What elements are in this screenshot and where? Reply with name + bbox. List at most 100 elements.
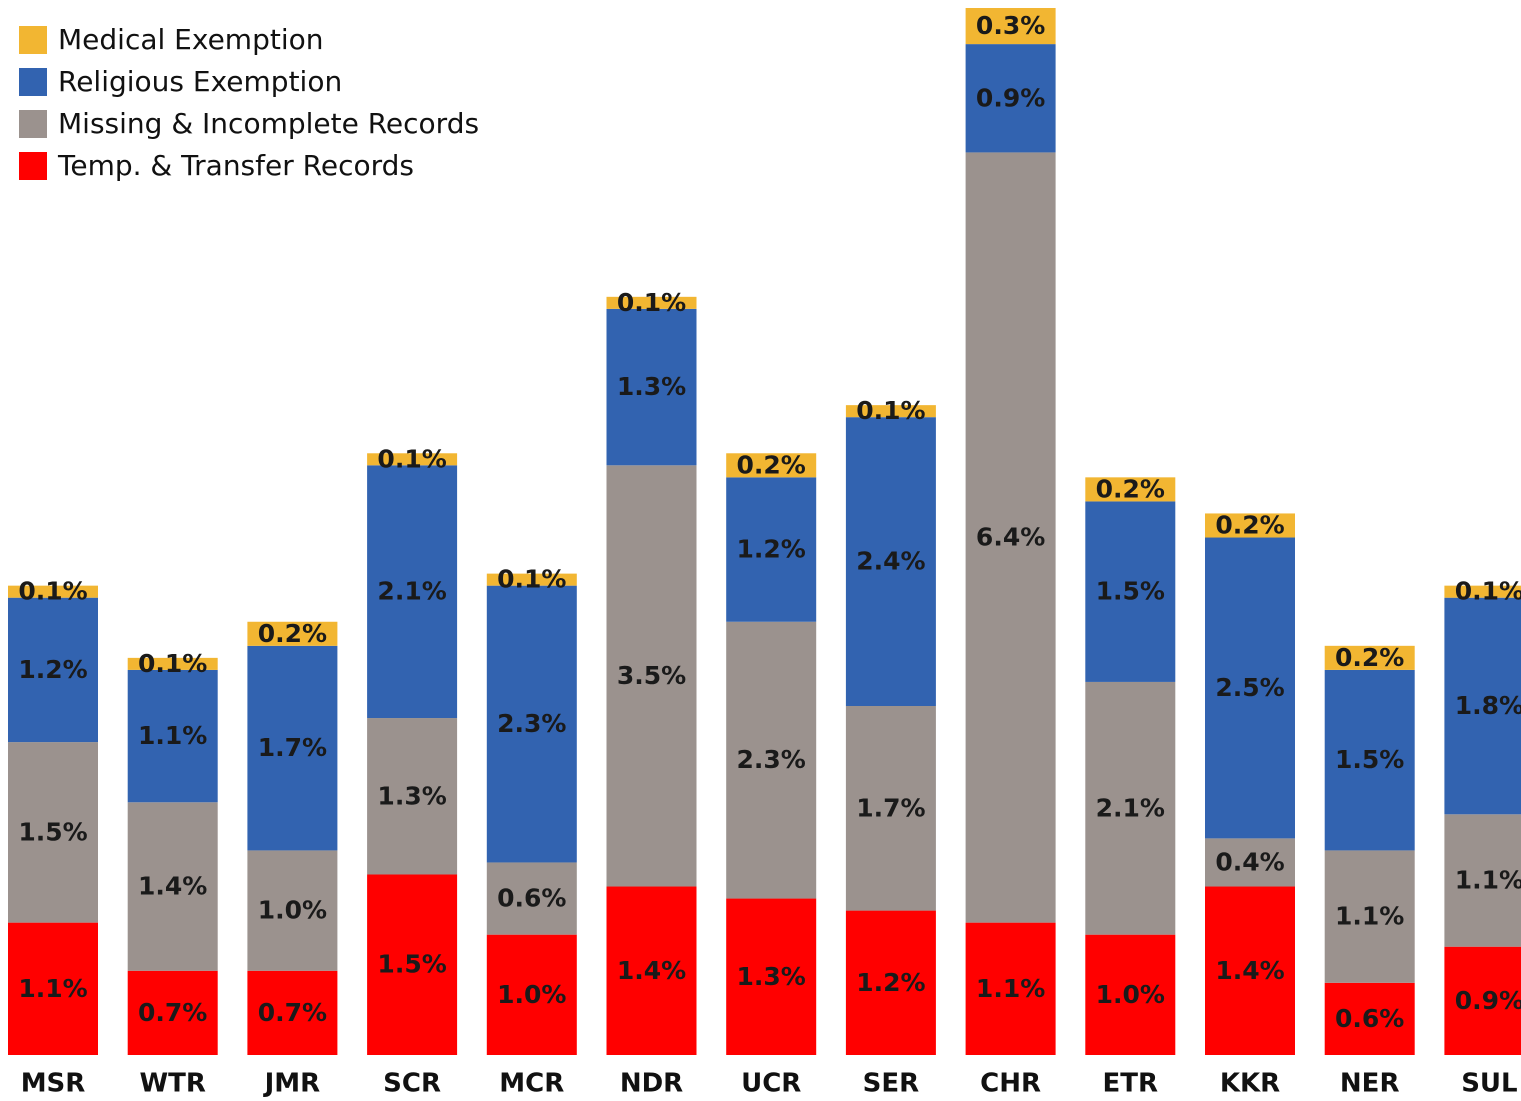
data-label: 1.4%: [617, 956, 686, 985]
data-label: 1.4%: [138, 872, 207, 901]
bar-segment: [1324, 982, 1415, 1055]
bar-segment: [486, 585, 577, 863]
data-label: 3.5%: [617, 661, 686, 690]
legend-swatch: [19, 110, 47, 138]
bar-segment: [8, 742, 98, 923]
legend-swatch: [19, 26, 47, 54]
bar-segment: [486, 862, 577, 935]
data-label: 0.2%: [1335, 643, 1404, 672]
data-label: 0.1%: [18, 577, 87, 606]
bar-segment: [8, 585, 98, 598]
data-label: 2.3%: [497, 709, 566, 738]
data-label: 1.7%: [856, 793, 925, 822]
data-label: 1.1%: [138, 721, 207, 750]
data-label: 2.1%: [1096, 793, 1165, 822]
bar-segment: [845, 910, 936, 1055]
x-tick-label: MSR: [21, 1069, 86, 1099]
data-label: 0.3%: [976, 11, 1045, 40]
bar-segment: [1444, 597, 1521, 815]
data-label: 1.3%: [737, 962, 806, 991]
bar-segment: [367, 718, 458, 875]
data-label: 0.1%: [617, 288, 686, 317]
x-tick-label: SCR: [383, 1069, 441, 1099]
bar-segment: [1085, 477, 1176, 502]
bar-segment: [247, 621, 338, 646]
data-label: 2.3%: [737, 745, 806, 774]
bar-segment: [486, 934, 577, 1055]
data-label: 0.2%: [1215, 510, 1284, 539]
bar-segment: [1444, 585, 1521, 598]
bar-segment: [1205, 838, 1295, 887]
x-tick-label: WTR: [139, 1069, 205, 1099]
x-tick-label: UCR: [741, 1069, 801, 1099]
x-tick-label: CHR: [980, 1069, 1041, 1099]
x-tick-label: SUL: [1461, 1069, 1517, 1099]
bar-segment: [845, 417, 936, 706]
bar-segment: [965, 922, 1056, 1055]
data-label: 1.2%: [737, 535, 806, 564]
bar-segment: [726, 477, 817, 622]
legend-label: Medical Exemption: [58, 23, 323, 56]
data-label: 0.1%: [856, 396, 925, 425]
data-label: 0.7%: [138, 998, 207, 1027]
bar-segment: [965, 152, 1056, 923]
data-label: 1.7%: [258, 733, 327, 762]
data-label: 1.4%: [1215, 956, 1284, 985]
bar-segment: [367, 465, 458, 719]
data-label: 2.5%: [1215, 673, 1284, 702]
bar-segment: [1444, 814, 1521, 947]
legend-label: Temp. & Transfer Records: [57, 149, 414, 182]
data-label: 0.6%: [1335, 1004, 1404, 1033]
x-tick-label: JMR: [263, 1069, 321, 1099]
bar-segment: [1085, 934, 1176, 1055]
legend-swatch: [19, 68, 47, 96]
data-label: 1.0%: [497, 980, 566, 1009]
x-tick-label: NER: [1340, 1069, 1400, 1099]
bar-segment: [247, 850, 338, 971]
bar-segment: [1205, 886, 1295, 1055]
data-label: 0.6%: [497, 884, 566, 913]
bar-segment: [1324, 669, 1415, 851]
legend-swatch: [19, 152, 47, 180]
data-label: 1.0%: [258, 896, 327, 925]
data-label: 1.5%: [377, 950, 446, 979]
bar-segment: [1085, 501, 1176, 682]
data-label: 1.5%: [1335, 745, 1404, 774]
data-label: 0.2%: [737, 450, 806, 479]
data-label: 2.1%: [377, 577, 446, 606]
bar-segment: [606, 308, 697, 466]
data-label: 2.4%: [856, 547, 925, 576]
data-label: 0.2%: [1096, 474, 1165, 503]
data-label: 0.1%: [497, 565, 566, 594]
bar-segment: [845, 706, 936, 911]
bar-segment: [726, 453, 817, 478]
bar-segment: [367, 874, 458, 1055]
x-tick-label: KKR: [1220, 1069, 1280, 1099]
data-label: 1.5%: [18, 817, 87, 846]
bar-segment: [726, 898, 817, 1055]
bar-segment: [247, 970, 338, 1055]
x-tick-label: MCR: [499, 1069, 564, 1099]
data-label: 1.5%: [1096, 577, 1165, 606]
data-label: 0.2%: [258, 619, 327, 648]
bar-segment: [1444, 946, 1521, 1055]
data-label: 1.1%: [1335, 902, 1404, 931]
x-tick-label: ETR: [1103, 1069, 1159, 1099]
bar-segment: [8, 597, 98, 743]
bar-segment: [606, 465, 697, 887]
bar-segment: [367, 453, 458, 466]
bar-segment: [247, 645, 338, 851]
data-label: 1.0%: [1096, 980, 1165, 1009]
bar-segment: [726, 621, 817, 899]
bar-segment: [965, 44, 1056, 153]
bar-segment: [965, 8, 1056, 45]
data-label: 0.1%: [138, 649, 207, 678]
data-label: 1.1%: [18, 974, 87, 1003]
data-label: 1.8%: [1455, 691, 1521, 720]
bar-segment: [486, 573, 577, 586]
bar-segment: [1085, 681, 1176, 935]
bar-segment: [127, 657, 218, 670]
data-label: 0.9%: [1455, 986, 1521, 1015]
data-label: 1.2%: [18, 655, 87, 684]
data-label: 0.1%: [1455, 577, 1521, 606]
